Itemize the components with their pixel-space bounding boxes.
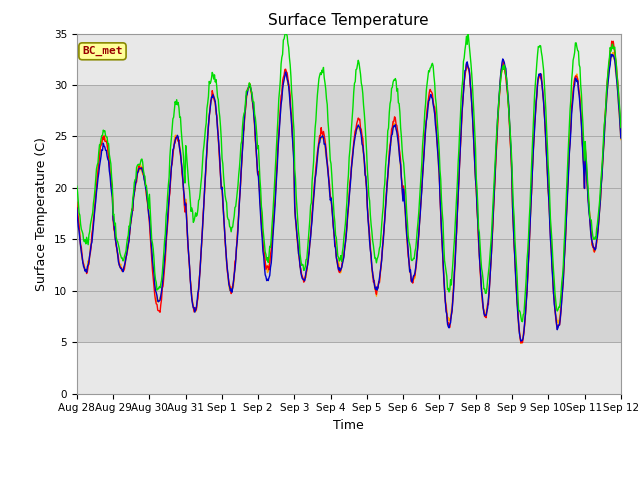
Text: BC_met: BC_met (82, 46, 123, 57)
Legend: NR01_Tsurf, NR01_PRT, Arable_Tsurf, AirT: NR01_Tsurf, NR01_PRT, Arable_Tsurf, AirT (141, 479, 557, 480)
Y-axis label: Surface Temperature (C): Surface Temperature (C) (35, 137, 48, 290)
Bar (77, 85, 621, 342)
X-axis label: Time: Time (333, 419, 364, 432)
Title: Surface Temperature: Surface Temperature (269, 13, 429, 28)
